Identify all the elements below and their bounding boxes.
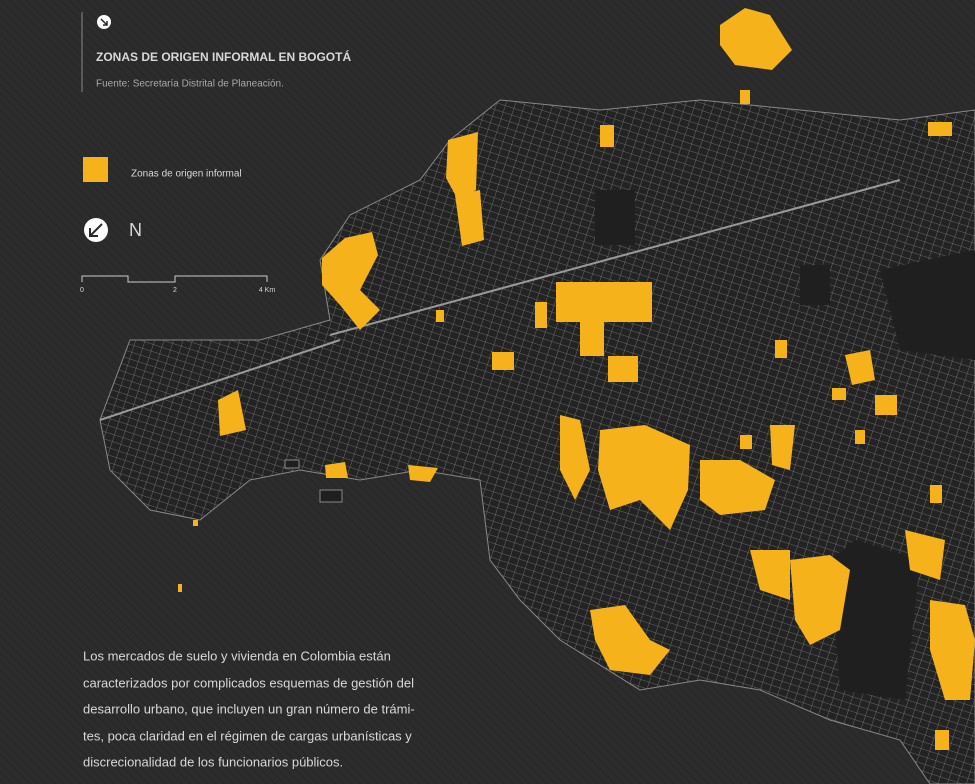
paragraph-line: Los mercados de suelo y vivienda en Colo… xyxy=(83,648,391,663)
legend: Zonas de origen informal xyxy=(83,157,242,182)
header: ZONAS DE ORIGEN INFORMAL EN BOGOTÁ Fuent… xyxy=(81,12,351,92)
north-label: N xyxy=(129,220,142,240)
title: ZONAS DE ORIGEN INFORMAL EN BOGOTÁ xyxy=(96,49,351,64)
north-arrow: N xyxy=(84,218,142,242)
scale-label: 4 Km xyxy=(259,287,276,294)
paragraph-line: desarrollo urbano, que incluyen un gran … xyxy=(83,701,415,716)
legend-label: Zonas de origen informal xyxy=(131,169,242,180)
paragraph-line: caracterizados por complicados esquemas … xyxy=(83,675,414,690)
paragraph: Los mercados de suelo y vivienda en Colo… xyxy=(83,648,415,769)
scale-label: 0 xyxy=(80,287,84,294)
city-map xyxy=(99,99,975,784)
scale-label: 2 xyxy=(173,287,177,294)
paragraph-line: discrecionalidad de los funcionarios púb… xyxy=(83,754,343,769)
paragraph-line: tes, poca claridad en el régimen de carg… xyxy=(83,728,412,743)
scale-bar: 0 2 4 Km xyxy=(80,275,276,294)
legend-swatch xyxy=(83,157,108,182)
informal-zones xyxy=(178,8,975,750)
source: Fuente: Secretaría Distrital de Planeaci… xyxy=(96,79,284,90)
